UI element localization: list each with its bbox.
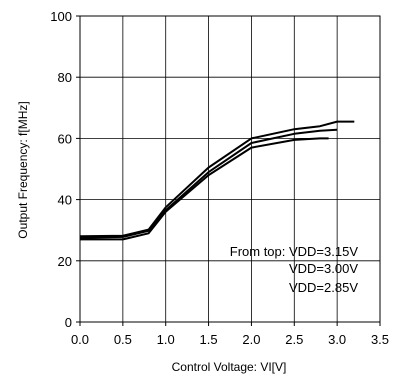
x-tick-label: 1.0 <box>157 332 175 347</box>
y-tick-label: 60 <box>58 131 72 146</box>
y-tick-label: 40 <box>58 193 72 208</box>
grid <box>80 16 380 322</box>
x-tick-label: 3.0 <box>328 332 346 347</box>
annotation-vdd-2-85: VDD=2.85V <box>289 280 358 295</box>
annotation-vdd-3-00: VDD=3.00V <box>289 261 358 276</box>
y-tick-label: 0 <box>65 315 72 330</box>
x-tick-labels: 0.0 0.5 1.0 1.5 2.0 2.5 3.0 3.5 <box>71 332 389 347</box>
y-tick-label: 100 <box>50 9 72 24</box>
x-axis-label: Control Voltage: VI[V] <box>172 360 287 374</box>
y-tick-label: 20 <box>58 254 72 269</box>
series-lines <box>80 122 354 240</box>
annotation-vdd-3-15: From top: VDD=3.15V <box>230 244 359 259</box>
x-tick-label: 1.5 <box>200 332 218 347</box>
x-tick-label: 2.0 <box>242 332 260 347</box>
x-tick-label: 2.5 <box>285 332 303 347</box>
plot-border <box>80 16 380 322</box>
y-tick-labels: 0 20 40 60 80 100 <box>50 9 72 330</box>
x-tick-label: 0.5 <box>114 332 132 347</box>
y-axis-label: Output Frequency: f[MHz] <box>16 101 30 238</box>
y-tick-label: 80 <box>58 70 72 85</box>
x-tick-label: 0.0 <box>71 332 89 347</box>
series-line-3 <box>80 138 329 239</box>
x-tick-label: 3.5 <box>371 332 389 347</box>
